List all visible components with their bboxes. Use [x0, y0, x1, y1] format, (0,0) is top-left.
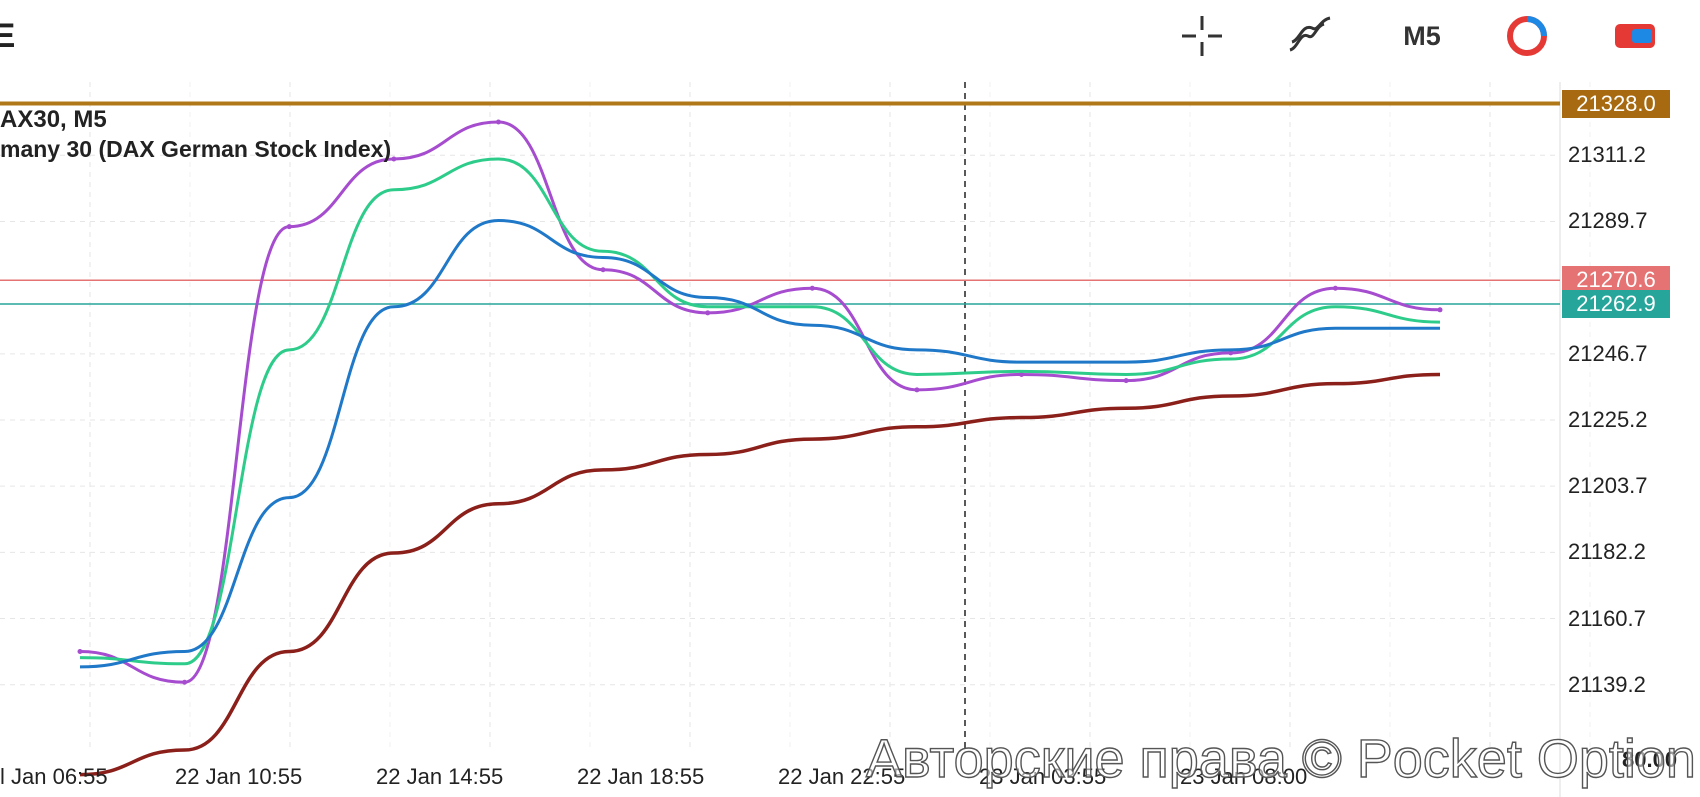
series-point: [1332, 285, 1338, 291]
price-tag: 21262.9: [1562, 289, 1670, 318]
indicators-icon[interactable]: [1286, 14, 1334, 58]
series-point: [182, 679, 188, 685]
price-tick-label: 21139.2: [1568, 671, 1646, 697]
price-tag: 21270.6: [1562, 266, 1670, 295]
series-line: [79, 372, 1441, 777]
series-point: [1123, 378, 1129, 384]
price-tick-label: 21160.7: [1568, 605, 1646, 631]
time-tick-label: 22 Jan 18:55: [577, 764, 705, 789]
chart-type-icon[interactable]: [1504, 14, 1550, 58]
crosshair-icon[interactable]: [1180, 14, 1224, 58]
time-tick-label: 22 Jan 14:55: [376, 764, 504, 789]
trade-panel-icon[interactable]: [1612, 14, 1658, 58]
series-point: [705, 310, 711, 316]
time-tick-label: l Jan 06:55: [0, 764, 108, 789]
series-point: [77, 648, 83, 654]
series-point: [391, 156, 397, 162]
axis-tail-label: 80.00: [1622, 747, 1678, 772]
series-point: [914, 387, 920, 393]
price-tick-label: 21203.7: [1568, 473, 1648, 499]
series-line: [79, 157, 1441, 666]
chart-canvas[interactable]: [0, 82, 1700, 797]
price-tick-label: 21225.2: [1568, 407, 1648, 432]
symbol-title: AX30, M5: [0, 106, 107, 133]
series-line: [79, 219, 1440, 669]
series-point: [1437, 307, 1443, 313]
price-tick-label: 21311.2: [1568, 142, 1646, 168]
time-tick-label: 22 Jan 10:55: [175, 764, 303, 789]
time-tick-label: 23 Jan 08:00: [1180, 764, 1308, 789]
watermark: Авторские права © Pocket Option: [865, 728, 1696, 789]
series-point: [600, 267, 606, 273]
price-tick-label: 21246.7: [1568, 340, 1648, 366]
time-tick-label: 23 Jan 03:55: [979, 764, 1107, 789]
price-tick-label: 21182.2: [1568, 539, 1646, 565]
top-toolbar: E M5: [0, 0, 1700, 82]
symbol-description: many 30 (DAX German Stock Index): [0, 136, 392, 162]
price-tick-label: 21289.7: [1568, 208, 1648, 234]
series-point: [495, 119, 501, 125]
time-tick-label: 22 Jan 22:55: [778, 764, 906, 789]
price-chart[interactable]: AX30, M5 many 30 (DAX German Stock Index…: [0, 82, 1700, 797]
timeframe-button[interactable]: M5: [1403, 20, 1441, 51]
menu-icon[interactable]: E: [0, 16, 16, 55]
series-point: [1019, 371, 1025, 377]
price-tag: 21328.0: [1562, 89, 1670, 118]
series-point: [809, 285, 815, 291]
series-line: [79, 120, 1441, 684]
series-point: [286, 224, 292, 230]
series-point: [1228, 350, 1234, 356]
